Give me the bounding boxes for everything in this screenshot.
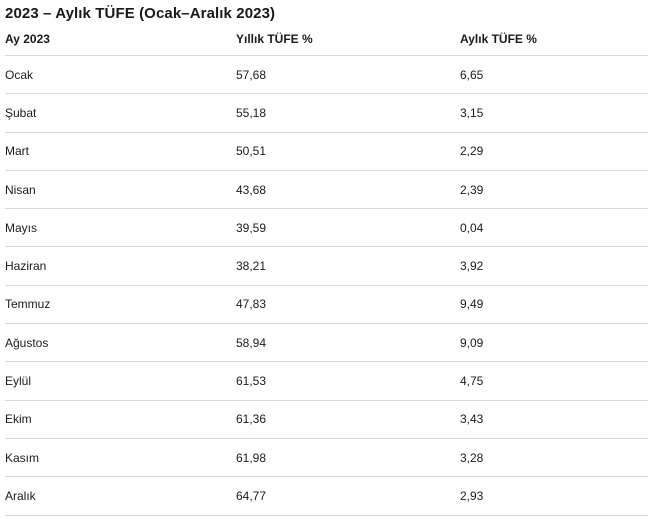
tufe-page: 2023 – Aylık TÜFE (Ocak–Aralık 2023) Ay … <box>5 5 648 516</box>
yearly-tufe-cell: 38,21 <box>236 259 267 274</box>
month-cell: Ağustos <box>5 335 49 350</box>
yearly-tufe-cell: 61,36 <box>236 412 267 427</box>
tufe-table: Ay 2023 Yıllık TÜFE % Aylık TÜFE % Ocak … <box>5 30 648 516</box>
monthly-tufe-cell: 3,28 <box>460 450 484 465</box>
month-cell: Şubat <box>5 105 37 120</box>
month-cell: Eylül <box>5 374 32 389</box>
monthly-tufe-cell: 3,43 <box>460 412 484 427</box>
yearly-tufe-cell: 61,98 <box>236 450 267 465</box>
table-row: Temmuz 47,83 9,49 <box>5 286 648 325</box>
table-row: Eylül 61,53 4,75 <box>5 362 648 401</box>
table-row: Mart 50,51 2,29 <box>5 133 648 171</box>
yearly-tufe-cell: 39,59 <box>236 220 267 235</box>
month-cell: Temmuz <box>5 297 51 312</box>
monthly-tufe-cell: 2,39 <box>460 182 484 197</box>
table-row: Aralık 64,77 2,93 <box>5 477 648 516</box>
month-cell: Haziran <box>5 259 47 274</box>
month-cell: Mart <box>5 144 29 159</box>
column-header-month: Ay 2023 <box>5 32 50 46</box>
monthly-tufe-cell: 6,65 <box>460 67 484 82</box>
monthly-tufe-cell: 9,49 <box>460 297 484 312</box>
yearly-tufe-cell: 43,68 <box>236 182 267 197</box>
yearly-tufe-cell: 55,18 <box>236 105 267 120</box>
month-cell: Ocak <box>5 67 34 82</box>
table-body: Ocak 57,68 6,65 Şubat 55,18 3,15 Mart 50… <box>5 56 648 516</box>
page-title: 2023 – Aylık TÜFE (Ocak–Aralık 2023) <box>5 5 276 22</box>
yearly-tufe-cell: 47,83 <box>236 297 267 312</box>
monthly-tufe-cell: 9,09 <box>460 335 484 350</box>
monthly-tufe-cell: 3,92 <box>460 259 484 274</box>
yearly-tufe-cell: 50,51 <box>236 144 267 159</box>
month-cell: Kasım <box>5 450 40 465</box>
column-header-yearly: Yıllık TÜFE % <box>236 32 313 46</box>
yearly-tufe-cell: 58,94 <box>236 335 267 350</box>
table-row: Ocak 57,68 6,65 <box>5 56 648 95</box>
monthly-tufe-cell: 2,93 <box>460 488 484 503</box>
table-row: Ağustos 58,94 9,09 <box>5 324 648 363</box>
table-row: Mayıs 39,59 0,04 <box>5 209 648 248</box>
table-row: Şubat 55,18 3,15 <box>5 94 648 133</box>
month-cell: Aralık <box>5 488 36 503</box>
yearly-tufe-cell: 64,77 <box>236 488 267 503</box>
monthly-tufe-cell: 0,04 <box>460 220 484 235</box>
table-row: Kasım 61,98 3,28 <box>5 439 648 478</box>
column-header-monthly: Aylık TÜFE % <box>460 32 537 46</box>
table-row: Haziran 38,21 3,92 <box>5 247 648 286</box>
month-cell: Ekim <box>5 412 32 427</box>
yearly-tufe-cell: 61,53 <box>236 374 267 389</box>
month-cell: Nisan <box>5 182 36 197</box>
monthly-tufe-cell: 3,15 <box>460 105 484 120</box>
month-cell: Mayıs <box>5 220 38 235</box>
monthly-tufe-cell: 4,75 <box>460 374 484 389</box>
yearly-tufe-cell: 57,68 <box>236 67 267 82</box>
monthly-tufe-cell: 2,29 <box>460 144 484 159</box>
table-header-row: Ay 2023 Yıllık TÜFE % Aylık TÜFE % <box>5 30 648 56</box>
table-row: Nisan 43,68 2,39 <box>5 171 648 210</box>
table-row: Ekim 61,36 3,43 <box>5 401 648 439</box>
